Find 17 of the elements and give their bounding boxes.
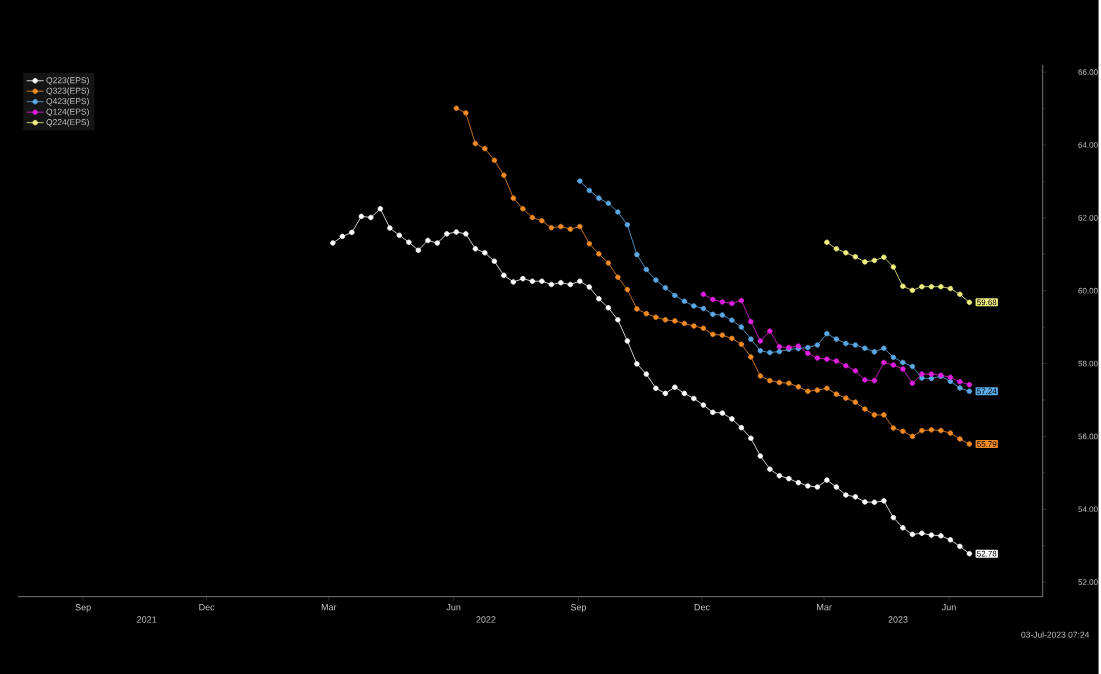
- x-tick-label: Sep: [75, 603, 91, 612]
- text: 2023: [888, 616, 908, 623]
- x-tick-label: Dec: [694, 603, 710, 611]
- x-tick-label: Jun: [446, 603, 461, 611]
- text: 03-Jul-2023 07:24: [1021, 631, 1090, 638]
- x-tick-label: Sep: [570, 603, 587, 612]
- text: 2022: [476, 616, 496, 623]
- legend-label: Q124(EPS): [46, 108, 89, 117]
- legend-label: Q323(EPS): [46, 87, 89, 96]
- x-tick-label: Mar: [321, 603, 337, 611]
- legend-label: Q423(EPS): [46, 97, 89, 106]
- text: 2021: [137, 616, 157, 623]
- legend-label: Q223(EPS): [46, 76, 89, 85]
- x-tick-label: Mar: [817, 603, 832, 611]
- x-tick-label: Dec: [199, 603, 215, 611]
- x-tick-label: Jun: [941, 603, 956, 611]
- legend-label: Q224(EPS): [46, 118, 89, 127]
